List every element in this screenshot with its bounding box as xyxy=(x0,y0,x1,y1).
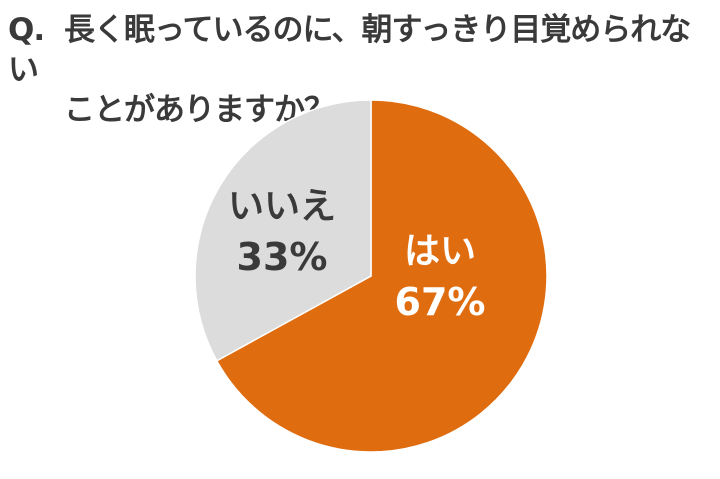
label-no: いいえ 33% xyxy=(222,183,342,283)
label-yes: はい 67% xyxy=(385,228,495,328)
label-no-percent: 33% xyxy=(236,235,328,279)
pie-slice-yes xyxy=(215,99,548,453)
question-text-1: 長く眠っているのに、朝すっきり目覚められない xyxy=(8,12,691,88)
pie-slice-no xyxy=(194,99,372,362)
label-yes-percent: 67% xyxy=(394,280,486,324)
label-no-name: いいえ xyxy=(227,186,336,227)
title-line-1: Q. 長く眠っているのに、朝すっきり目覚められない xyxy=(8,10,720,90)
label-yes-name: はい xyxy=(403,231,476,272)
question-prefix: Q. xyxy=(8,12,45,48)
chart-title: Q. 長く眠っているのに、朝すっきり目覚められない ことがありますか？ xyxy=(8,10,720,130)
